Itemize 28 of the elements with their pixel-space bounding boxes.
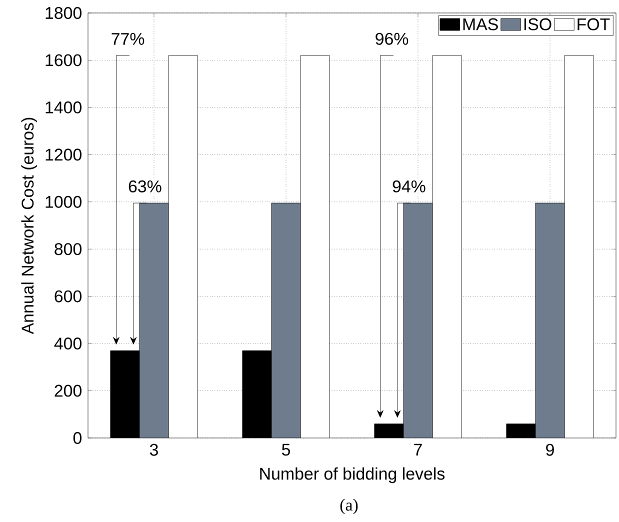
y-tick-label: 400 [54, 338, 82, 350]
legend-label: ISO [524, 18, 552, 30]
text: (a) [340, 498, 358, 514]
x-tick-label: 3 [150, 444, 158, 456]
y-tick-label: 1600 [46, 54, 82, 66]
y-axis-title: Annual Network Cost (euros) [21, 118, 37, 334]
y-tick-label: 0 [73, 432, 82, 444]
bar [535, 202, 565, 438]
y-tick-label: 1400 [46, 101, 82, 114]
annotation: 63% [128, 180, 162, 192]
legend-label: FOT [578, 18, 610, 30]
x-axis-title: Number of bidding levels [260, 467, 445, 484]
y-tick-label: 1800 [46, 6, 82, 19]
x-tick-label: 9 [546, 444, 554, 456]
x-tick-label: 5 [282, 444, 290, 456]
annotation: 77% [112, 32, 144, 45]
y-tick-label: 200 [54, 384, 82, 397]
bar [139, 202, 169, 438]
x-tick-label: 7 [414, 444, 422, 456]
bar [403, 202, 433, 438]
y-tick-label: 800 [54, 243, 82, 256]
bar [271, 202, 301, 438]
annotation: 94% [392, 180, 426, 192]
y-tick-label: 1200 [46, 148, 82, 161]
y-tick-label: 600 [54, 290, 82, 302]
y-tick-label: 1000 [46, 196, 82, 208]
legend-label: MAS [463, 18, 498, 30]
annotation: 96% [376, 32, 408, 45]
